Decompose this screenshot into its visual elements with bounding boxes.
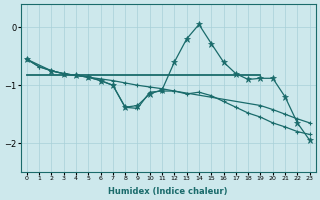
X-axis label: Humidex (Indice chaleur): Humidex (Indice chaleur) xyxy=(108,187,228,196)
